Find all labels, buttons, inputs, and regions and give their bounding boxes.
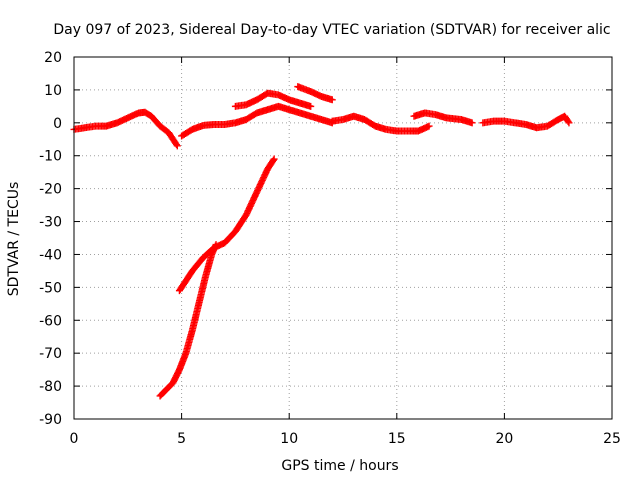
y-tick-label: -80 — [39, 379, 62, 395]
chart-title: Day 097 of 2023, Sidereal Day-to-day VTE… — [53, 22, 610, 38]
series-baseline-late-c — [479, 112, 573, 132]
y-tick-label: -30 — [39, 215, 62, 231]
y-axis-label: SDTVAR / TECUs — [6, 182, 22, 297]
series-peak-arc-a — [231, 89, 315, 110]
y-tick-label: -20 — [39, 182, 62, 198]
data-point — [269, 156, 277, 164]
y-tick-label: 0 — [53, 116, 62, 132]
series-arc-dip-b — [175, 155, 278, 295]
data-point — [173, 142, 181, 150]
plot-frame — [73, 56, 613, 420]
series-baseline-late-a — [328, 112, 433, 135]
data-point — [328, 96, 336, 104]
series-baseline-late-b — [410, 109, 476, 127]
x-tick-label: 15 — [388, 431, 406, 447]
data-series-layer — [70, 83, 573, 400]
series-baseline-early — [70, 108, 181, 150]
y-tick-label: -60 — [39, 313, 62, 329]
axis-ticks — [73, 56, 613, 420]
y-tick-label: 10 — [44, 83, 62, 99]
data-point — [425, 122, 433, 130]
data-point — [307, 102, 315, 110]
y-tick-label: -40 — [39, 247, 62, 263]
y-tick-label: 20 — [44, 50, 62, 66]
x-tick-label: 25 — [603, 431, 621, 447]
x-tick-label: 10 — [280, 431, 298, 447]
y-tick-label: -50 — [39, 280, 62, 296]
x-tick-label: 5 — [177, 431, 186, 447]
tick-labels: 0 5 10 15 20 25 -90 -80 -70 -60 -50 -40 -30 -20 -10 0 10… — [39, 50, 621, 447]
series-baseline-mid — [178, 102, 336, 140]
y-tick-label: -90 — [39, 412, 62, 428]
x-axis-label: GPS time / hours — [281, 458, 398, 474]
data-point — [172, 141, 180, 149]
x-tick-label: 0 — [70, 431, 79, 447]
y-tick-label: -10 — [39, 149, 62, 165]
x-tick-label: 20 — [495, 431, 513, 447]
data-point — [468, 119, 476, 127]
series-peak-arc-b — [294, 83, 336, 104]
series-arc-dip-a — [156, 241, 220, 400]
data-point — [270, 155, 278, 163]
data-point — [564, 118, 572, 126]
data-point — [565, 119, 573, 127]
y-tick-label: -70 — [39, 346, 62, 362]
